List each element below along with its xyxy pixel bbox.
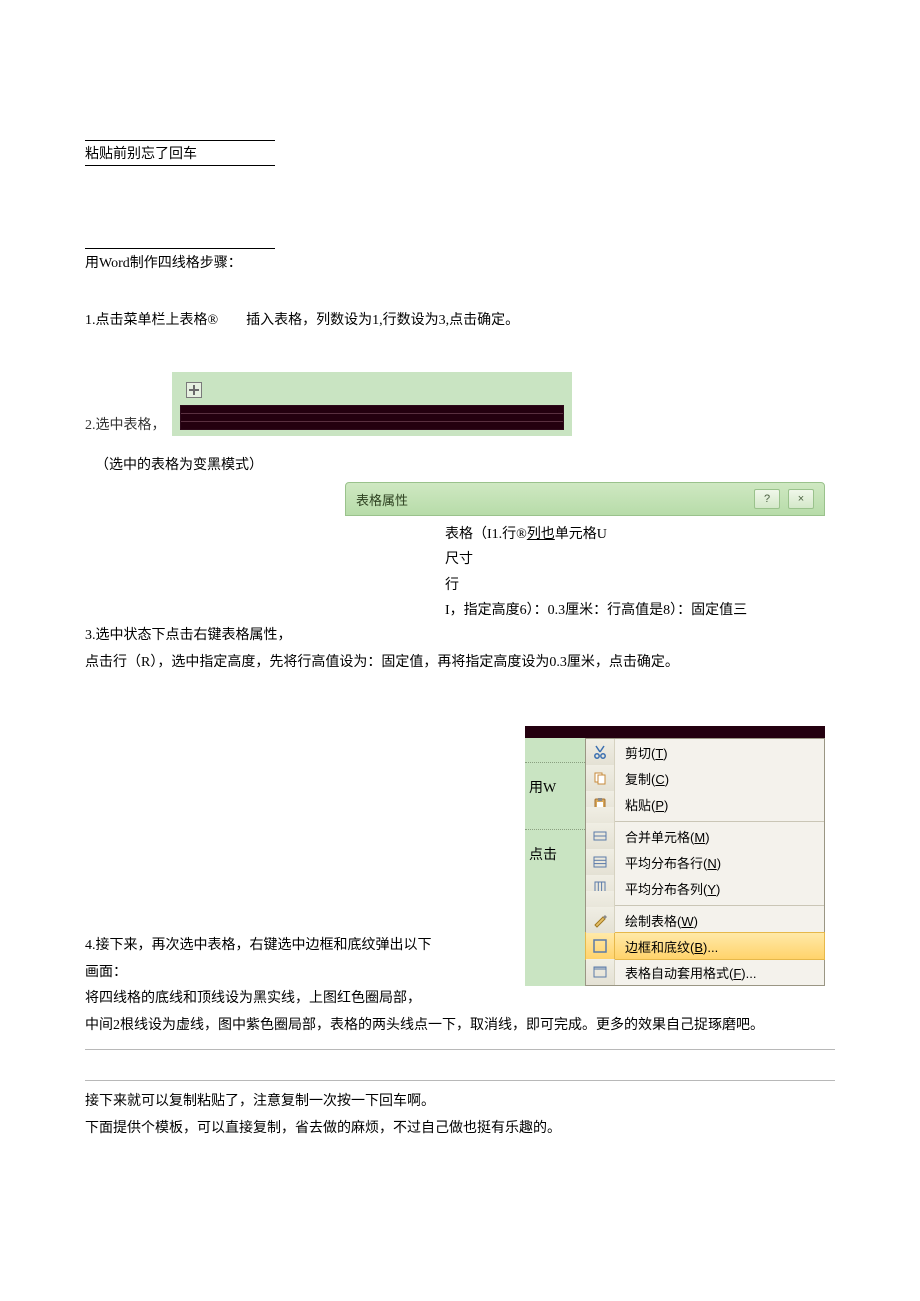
outro-l1: 接下来就可以复制粘贴了，注意复制一次按一下回车啊。 — [85, 1089, 835, 1116]
dialog-title: 表格属性 — [356, 490, 408, 509]
step-1-text: 1.点击菜单栏上表格® 插入表格，列数设为1,行数设为3,点击确定。 — [85, 313, 519, 328]
step-3b: 点击行（R），选中指定高度，先将行高值设为：固定值，再将指定高度设为0.3厘米，… — [85, 650, 835, 677]
step-4a: 4.接下来，再次选中表格，右键选中边框和底纹弹出以下画面： — [85, 933, 445, 986]
menu-item-draw[interactable]: 绘制表格(W) — [586, 907, 824, 933]
step-3a: 3.选中状态下点击右键表格属性， — [85, 623, 835, 650]
dialog-titlebar: 表格属性 ? × — [345, 482, 825, 516]
menu-item-label: 平均分布各列(Y) — [615, 879, 824, 898]
auto-icon — [586, 959, 615, 985]
divider — [85, 1049, 835, 1050]
menu-item-label: 复制(C) — [615, 769, 824, 788]
menu-item-copy[interactable]: 复制(C) — [586, 765, 824, 791]
table-anchor-icon — [186, 382, 202, 398]
document-page: 粘贴前别忘了回车 用Word制作四线格步骤： 1.点击菜单栏上表格® 插入表格，… — [0, 0, 920, 1203]
menu-item-cut[interactable]: 剪切(T) — [586, 739, 824, 765]
menu-item-label: 合并单元格(M) — [615, 827, 824, 846]
context-menu: 剪切(T) 复制(C) 粘贴(P) 合并单元格(M) 平均分布各行(N) 平均分布各列(Y… — [585, 738, 825, 986]
context-menu-screenshot: 用W 点击 剪切(T) 复制(C) 粘贴(P) 合并单元格(M) 平均分布各行(N) 平均… — [525, 726, 825, 986]
step-1: 1.点击菜单栏上表格® 插入表格，列数设为1,行数设为3,点击确定。 — [85, 308, 835, 335]
step-4b: 将四线格的底线和顶线设为黑实线，上图红色圈局部， — [85, 986, 835, 1013]
doc-title: 用Word制作四线格步骤： — [85, 251, 835, 278]
note-text: 粘贴前别忘了回车 — [85, 147, 197, 162]
cut-icon — [586, 739, 615, 765]
cm-dark-strip — [525, 726, 825, 738]
outro-block: 接下来就可以复制粘贴了，注意复制一次按一下回车啊。 下面提供个模板，可以直接复制… — [85, 1080, 835, 1142]
step-3b-text: 点击行（R），选中指定高度，先将行高值设为：固定值，再将指定高度设为0.3厘米，… — [85, 655, 679, 670]
menu-item-label: 边框和底纹(B)... — [615, 937, 824, 956]
merge-icon — [586, 823, 615, 849]
border-icon — [586, 933, 615, 959]
step-4-text: 4.接下来，再次选中表格，右键选中边框和底纹弹出以下画面： — [85, 933, 445, 986]
cm-left-label: 点击 — [525, 829, 585, 878]
menu-item-auto[interactable]: 表格自动套用格式(F)... — [586, 959, 824, 985]
menu-item-label: 剪切(T) — [615, 743, 824, 762]
title-text: 用Word制作四线格步骤： — [85, 256, 242, 271]
menu-item-border[interactable]: 边框和底纹(B)... — [585, 932, 825, 960]
menu-item-label: 粘贴(P) — [615, 795, 824, 814]
menu-item-distrow[interactable]: 平均分布各行(N) — [586, 849, 824, 875]
outro-l2: 下面提供个模板，可以直接复制，省去做的麻烦，不过自己做也挺有乐趣的。 — [85, 1116, 835, 1143]
menu-item-label: 绘制表格(W) — [615, 911, 824, 930]
table-row — [181, 414, 563, 422]
table-row — [181, 406, 563, 414]
step-4c: 中间2根线设为虚线，图中紫色圈局部，表格的两头线点一下，取消线，即可完成。更多的… — [85, 1013, 835, 1040]
dialog-size-label: 尺寸 — [445, 547, 845, 572]
menu-item-distcol[interactable]: 平均分布各列(Y) — [586, 875, 824, 901]
dialog-body: 表格（I1.行®列也单元格U 尺寸 行 I，指定高度6）：0.3厘米：行高值是8… — [445, 522, 845, 623]
step-3a-text: 3.选中状态下点击右键表格属性， — [85, 628, 292, 643]
dialog-tabs-line: 表格（I1.行®列也单元格U — [445, 522, 845, 547]
blank-underline-2 — [85, 228, 275, 249]
note-line: 粘贴前别忘了回车 — [85, 143, 275, 166]
dialog-height-line: I，指定高度6）：0.3厘米：行高值是8）：固定值三 — [445, 598, 845, 623]
blank-underline — [85, 120, 275, 141]
dialog-help-button[interactable]: ? — [754, 489, 780, 509]
dialog-close-button[interactable]: × — [788, 489, 814, 509]
menu-item-paste[interactable]: 粘贴(P) — [586, 791, 824, 817]
menu-item-label: 表格自动套用格式(F)... — [615, 963, 824, 982]
table-row — [181, 422, 563, 429]
table-preview — [172, 372, 572, 436]
table-rows — [180, 405, 564, 430]
step-2-label: 2.选中表格， — [85, 414, 172, 436]
copy-icon — [586, 765, 615, 791]
cm-left-label: 用W — [525, 762, 585, 811]
distrow-icon — [586, 849, 615, 875]
step-2-row: 2.选中表格， — [85, 372, 835, 436]
menu-item-label: 平均分布各行(N) — [615, 853, 824, 872]
dialog-row-label: 行 — [445, 573, 845, 598]
step-2-note: （选中的表格为变黑模式） — [95, 454, 835, 474]
cm-left-column: 用W 点击 — [525, 738, 585, 986]
step-2-note-text: （选中的表格为变黑模式） — [95, 458, 263, 473]
draw-icon — [586, 907, 615, 933]
menu-item-merge[interactable]: 合并单元格(M) — [586, 823, 824, 849]
